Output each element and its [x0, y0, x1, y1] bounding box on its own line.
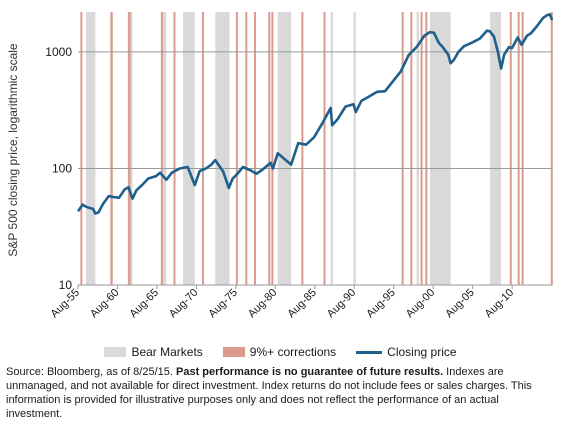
closing-price-line	[76, 13, 554, 215]
correction-band-7	[245, 12, 248, 285]
x-tick-label: Aug-80	[246, 287, 280, 321]
legend-item-closing-price: Closing price	[356, 345, 457, 359]
bear-market-band-6	[330, 12, 333, 285]
y-tick-label: 10	[59, 278, 73, 292]
bear-market-band-2	[160, 12, 167, 285]
x-tick-label: Aug-10	[483, 287, 517, 321]
x-tick-label: Aug-00	[404, 287, 438, 321]
correction-band-4	[173, 12, 176, 285]
bear-market-band-8	[416, 12, 419, 285]
gridlines	[78, 51, 552, 286]
correction-band-0	[80, 12, 83, 285]
bear-market-band-3	[182, 12, 195, 285]
x-tick-label: Aug-05	[443, 287, 477, 321]
shaded-periods	[80, 12, 553, 285]
correction-band-15	[420, 12, 423, 285]
correction-band-10	[271, 12, 274, 285]
legend-swatch-bear	[104, 347, 127, 357]
x-tick-label: Aug-90	[325, 287, 359, 321]
bear-market-band-0	[85, 12, 96, 285]
x-tick-label: Aug-85	[285, 287, 319, 321]
correction-band-1	[110, 12, 113, 285]
correction-band-5	[201, 12, 204, 285]
x-tick-label: Aug-70	[167, 287, 201, 321]
correction-band-17	[509, 12, 512, 285]
x-tick-label: Aug-75	[206, 287, 240, 321]
correction-band-2	[128, 12, 131, 285]
footnote: Source: Bloomberg, as of 8/25/15. Past p…	[6, 365, 554, 421]
correction-band-18	[517, 12, 520, 285]
correction-band-11	[301, 12, 304, 285]
y-axis-ticks: 10 100 1000	[45, 45, 72, 292]
x-tick-label: Aug-95	[364, 287, 398, 321]
bear-market-band-4	[215, 12, 230, 285]
correction-band-14	[410, 12, 413, 285]
legend-item-corrections: 9%+ corrections	[222, 345, 337, 359]
correction-band-19	[521, 12, 524, 285]
y-tick-label: 1000	[45, 45, 72, 59]
correction-band-6	[235, 12, 238, 285]
correction-band-20	[550, 12, 553, 285]
bear-market-band-10	[490, 12, 502, 285]
correction-band-12	[323, 12, 326, 285]
footnote-disclaimer-bold: Past performance is no guarantee of futu…	[176, 366, 444, 378]
correction-band-9	[268, 12, 271, 285]
correction-band-16	[425, 12, 428, 285]
bear-market-band-9	[430, 12, 451, 285]
y-axis-title: S&P 500 closing price, logarithmic scale	[6, 43, 20, 257]
correction-band-8	[254, 12, 257, 285]
correction-band-3	[160, 12, 163, 285]
x-axis-ticks: Aug-55 Aug-60 Aug-65 Aug-70 Aug-75 Aug-80 Aug-…	[49, 285, 517, 321]
legend-swatch-closing-price	[356, 350, 383, 354]
legend: Bear Markets 9%+ corrections Closing pri…	[0, 343, 561, 361]
legend-label-bear: Bear Markets	[131, 345, 203, 359]
x-tick-label: Aug-65	[127, 287, 161, 321]
sp500-chart: 10 100 1000 Aug-55 Aug-60 Aug-65 Aug-70 Aug-75…	[6, 12, 554, 321]
legend-item-bear-markets: Bear Markets	[104, 345, 203, 359]
legend-swatch-corrections	[222, 347, 245, 357]
correction-band-13	[401, 12, 404, 285]
bear-market-band-5	[277, 12, 292, 285]
legend-label-closing-price: Closing price	[387, 345, 457, 359]
footnote-disclaimer: Indexes are unmanaged, and not available…	[6, 366, 532, 420]
bear-market-band-7	[353, 12, 356, 285]
legend-label-corrections: 9%+ corrections	[249, 345, 337, 359]
x-tick-label: Aug-60	[88, 287, 122, 321]
price-line-group	[76, 13, 554, 215]
footnote-source: Source: Bloomberg, as of 8/25/15.	[6, 366, 176, 378]
y-tick-label: 100	[52, 161, 72, 175]
